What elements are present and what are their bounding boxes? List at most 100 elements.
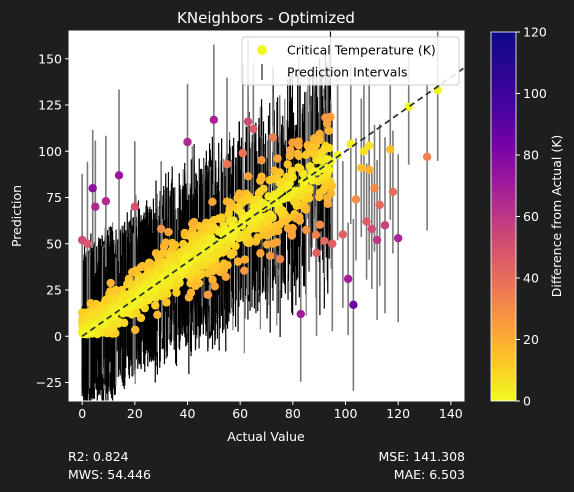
scatter-point [367,224,377,234]
colorbar-gradient [491,32,516,401]
scatter-point [248,197,258,206]
metric-r2: R2: 0.824 [68,449,129,464]
scatter-point [183,252,192,261]
scatter-point [114,171,124,180]
y-tick-label: −25 [36,375,62,390]
x-tick-label: 120 [386,406,410,421]
scatter-point [268,133,278,142]
y-tick-label: 25 [46,283,62,298]
scatter-point [240,266,249,275]
scatter-point [222,197,232,206]
scatter-point [172,288,181,297]
legend-label-intervals: Prediction Intervals [287,65,407,80]
scatter-point [213,249,222,258]
scatter-point [320,184,329,193]
scatter-point [209,115,219,125]
plot-frame [68,30,465,402]
scatter-point [224,209,233,219]
metric-mws: MWS: 54.446 [68,467,152,482]
scatter-point [199,224,209,233]
scatter-point [156,224,166,234]
scatter-point [158,249,167,258]
scatter-point [275,254,285,264]
scatter-point [108,323,118,333]
scatter-point [312,248,321,258]
scatter-point [262,231,272,240]
scatter-point [328,239,337,248]
scatter-point [90,321,99,330]
colorbar-tick-label: 120 [523,25,547,40]
scatter-point [351,195,361,204]
scatter-point [312,135,321,145]
scatter-point [296,309,305,319]
scatter-point [343,274,353,284]
scatter-point [222,160,232,169]
colorbar-tick-label: 0 [523,394,531,409]
y-tick-label: 0 [54,329,62,344]
scatter-point [275,220,285,229]
y-axis: −25 0 25 50 75 100 125 150 [36,51,69,390]
scatter-point [223,260,232,270]
scatter-point [208,197,217,207]
scatter-point [91,202,100,211]
scatter-point [106,278,115,288]
scatter-point [164,227,173,237]
scatter-point [268,193,278,202]
scatter-point [357,163,366,173]
colorbar-ticks: 0 20 40 60 80 100 120 [516,25,547,409]
scatter-point [288,223,297,233]
scatter-point [268,239,278,248]
scatter-point [221,243,230,252]
scatter-point [310,150,319,159]
scatter-point [120,318,129,328]
scatter-point [237,208,246,218]
scatter-point [88,312,97,321]
scatter-point [88,184,97,193]
scatter-point [207,235,217,244]
scatter-point [305,184,314,193]
metric-mae: MAE: 6.503 [393,467,465,482]
scatter-point [132,308,141,318]
colorbar-label: Difference from Actual (K) [549,135,564,298]
scatter-point [207,222,216,232]
scatter-point [250,203,259,213]
scatter-point [102,328,112,338]
scatter-point [301,150,311,160]
scatter-point [365,141,374,150]
colorbar-tick-label: 60 [523,209,539,224]
scatter-point [216,215,226,224]
scatter-point [151,249,161,258]
scatter-point [388,187,398,197]
scatter-point [298,185,307,194]
scatter-point [184,293,194,302]
scatter-point [138,261,147,271]
scatter-point [130,202,140,211]
y-tick-label: 150 [38,51,62,66]
scatter-point [192,242,201,251]
x-tick-label: 40 [180,406,196,421]
scatter-point [226,249,235,259]
scatter-point [305,162,315,171]
scatter-point [359,147,369,156]
scatter-point [294,163,303,172]
scatter-point [161,238,170,247]
colorbar-tick-label: 100 [523,86,547,101]
scatter-point [386,145,395,154]
scatter-point [243,117,253,126]
scatter-point [245,225,255,234]
legend: Critical Temperature (K) Prediction Inte… [241,36,460,86]
scatter-point [324,165,334,174]
scatter-point [205,245,215,254]
scatter-point [201,254,211,263]
scatter-point [131,325,140,335]
scatter-point [277,207,286,216]
x-tick-label: 100 [334,406,358,421]
scatter-point [203,269,213,278]
scatter-point [83,239,92,248]
scatter-point [257,174,266,183]
scatter-point [265,251,275,261]
colorbar-tick-label: 80 [523,148,539,163]
metric-mse: MSE: 141.308 [378,449,466,464]
identity-reference-line [81,67,465,337]
